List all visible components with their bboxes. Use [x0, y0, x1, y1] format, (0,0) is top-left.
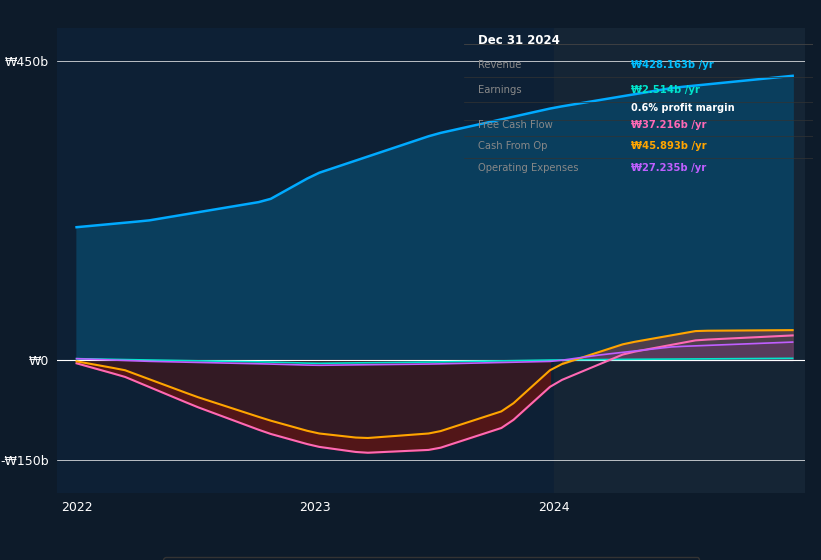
- Text: Operating Expenses: Operating Expenses: [478, 162, 578, 172]
- Text: Earnings: Earnings: [478, 85, 521, 95]
- Text: 0.6% profit margin: 0.6% profit margin: [631, 103, 735, 113]
- Text: ₩37.216b /yr: ₩37.216b /yr: [631, 120, 707, 130]
- Text: ₩2.514b /yr: ₩2.514b /yr: [631, 85, 700, 95]
- Text: ₩27.235b /yr: ₩27.235b /yr: [631, 162, 707, 172]
- Text: Revenue: Revenue: [478, 60, 521, 70]
- Text: ₩45.893b /yr: ₩45.893b /yr: [631, 141, 707, 151]
- Bar: [554, 28, 817, 493]
- Legend: Revenue, Earnings, Free Cash Flow, Cash From Op, Operating Expenses: Revenue, Earnings, Free Cash Flow, Cash …: [163, 557, 699, 560]
- Text: Cash From Op: Cash From Op: [478, 141, 548, 151]
- Text: Free Cash Flow: Free Cash Flow: [478, 120, 553, 130]
- Text: Dec 31 2024: Dec 31 2024: [478, 34, 560, 47]
- Text: ₩428.163b /yr: ₩428.163b /yr: [631, 60, 714, 70]
